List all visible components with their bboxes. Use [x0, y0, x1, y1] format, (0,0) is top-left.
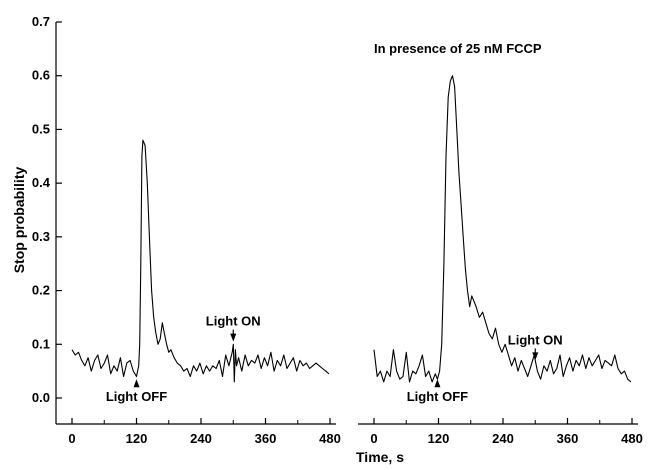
arrow-down-icon — [532, 352, 539, 361]
x-tick-label: 480 — [621, 431, 643, 446]
y-tick-label: 0.4 — [32, 175, 51, 190]
panel-title-fccp: In presence of 25 nM FCCP — [374, 41, 542, 56]
x-tick-label: 480 — [319, 431, 341, 446]
annotation-layer: Light OFF Light ON Light OFF Light ON — [106, 314, 563, 405]
annotation-label: Light OFF — [106, 389, 167, 404]
series-line-control — [71, 139, 330, 383]
x-tick-label: 120 — [126, 431, 148, 446]
series-layer — [71, 75, 632, 383]
y-tick-label: 0.7 — [32, 14, 50, 29]
x-tick-label: 120 — [428, 431, 450, 446]
arrow-up-icon — [133, 379, 140, 388]
y-axis-title: Stop probability — [11, 167, 27, 274]
x-tick-label: 360 — [255, 431, 277, 446]
x-axis-title: Time, s — [356, 449, 404, 465]
annotation-label: Light OFF — [407, 389, 468, 404]
x-tick-label: 0 — [370, 431, 377, 446]
x-tick-label: 240 — [492, 431, 514, 446]
y-tick-label: 0.6 — [32, 68, 50, 83]
x-tick-label: 360 — [557, 431, 579, 446]
x-axis-ticks: 0 120 240 360 480 0 120 240 360 480 — [68, 418, 643, 446]
y-tick-label: 0.3 — [32, 229, 50, 244]
annotation-label: Light ON — [508, 332, 563, 347]
y-tick-label: 0.5 — [32, 121, 50, 136]
y-tick-label: 0.2 — [32, 283, 50, 298]
series-line-fccp — [373, 75, 632, 383]
annotation-label: Light ON — [206, 314, 261, 329]
x-tick-label: 240 — [190, 431, 212, 446]
y-tick-label: 0.1 — [32, 336, 50, 351]
y-tick-label: 0.0 — [32, 390, 50, 405]
arrow-up-icon — [434, 379, 441, 388]
arrow-down-icon — [230, 333, 237, 342]
x-tick-label: 0 — [68, 431, 75, 446]
y-axis-ticks: 0.0 0.1 0.2 0.3 0.4 0.5 0.6 0.7 — [32, 14, 62, 405]
